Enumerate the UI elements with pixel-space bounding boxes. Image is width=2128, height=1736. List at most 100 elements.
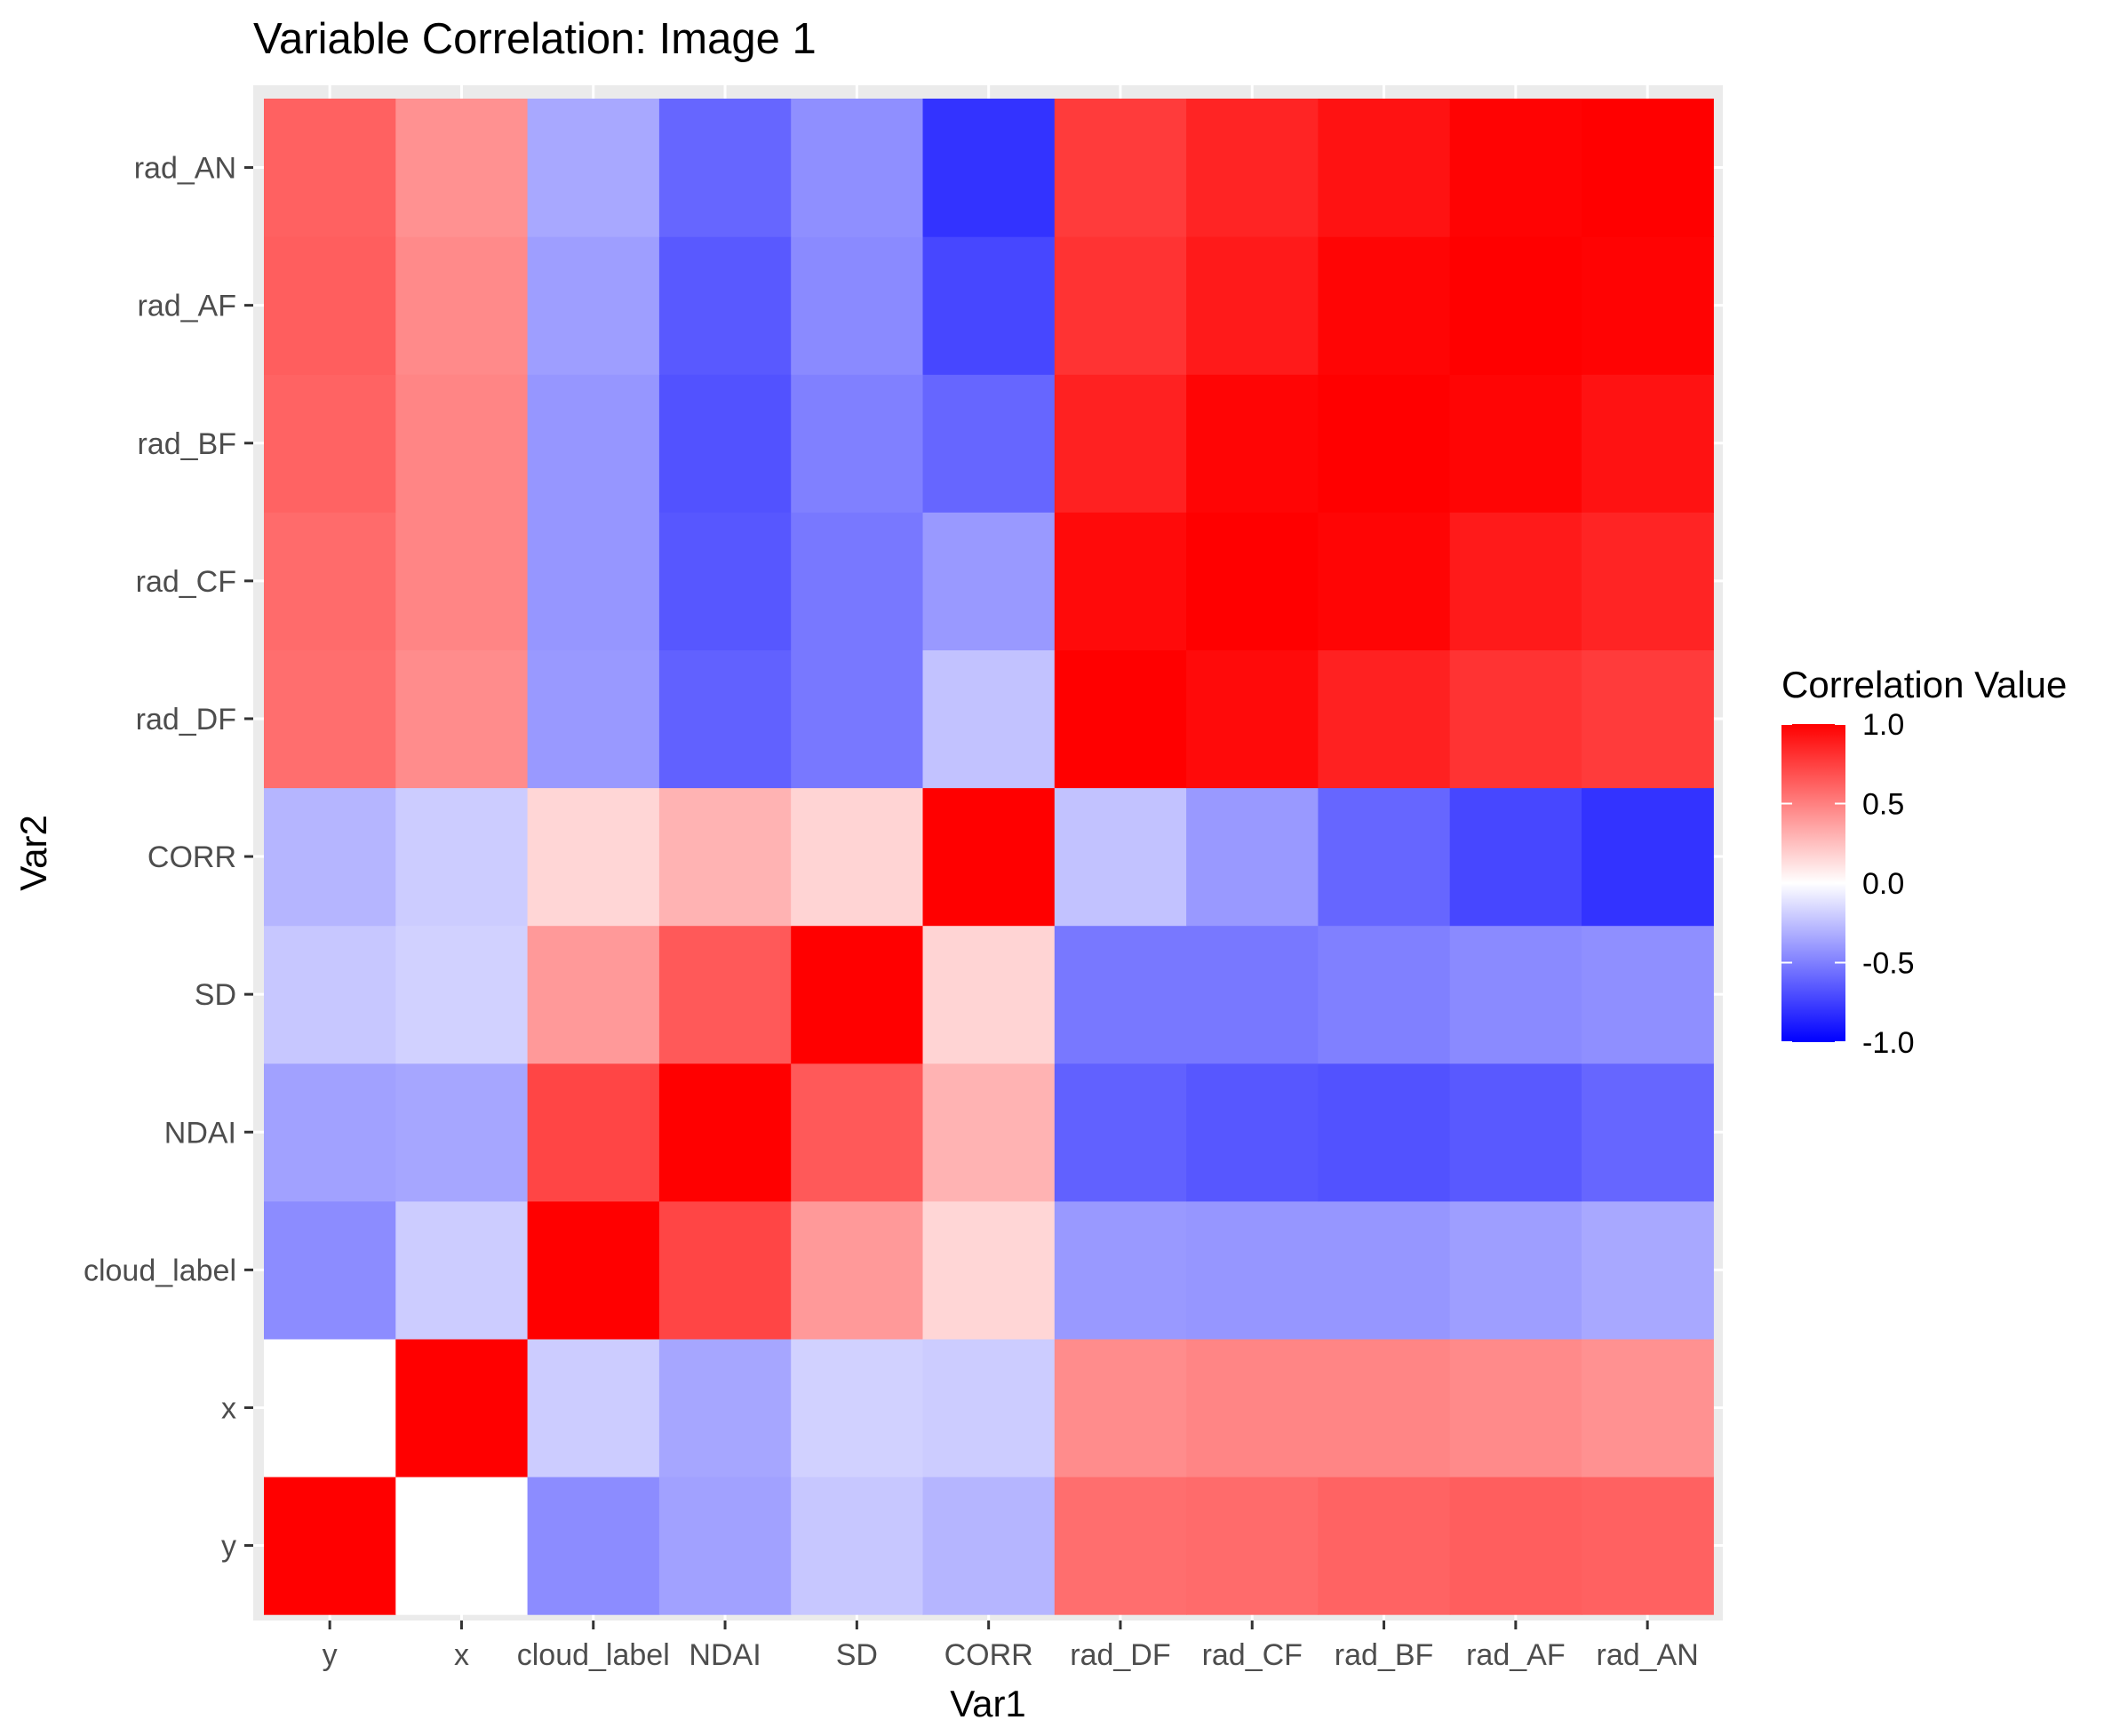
heatmap-cell: [395, 1063, 529, 1202]
heatmap-cell: [527, 925, 660, 1064]
heatmap-cell: [395, 236, 529, 375]
heatmap-cell: [1054, 649, 1187, 789]
heatmap-cell: [1449, 1200, 1582, 1340]
y-tick-label: rad_BF: [138, 427, 237, 461]
legend-label: 0.0: [1862, 867, 1904, 901]
heatmap-cell: [791, 99, 924, 237]
heatmap-cell: [1449, 1338, 1582, 1477]
heatmap-cell: [1318, 787, 1451, 927]
heatmap-cell: [1582, 1477, 1714, 1615]
y-tick-label: x: [221, 1391, 236, 1425]
heatmap-cell: [1582, 649, 1714, 789]
heatmap-cell: [1186, 512, 1319, 650]
heatmap-cell: [1054, 787, 1187, 927]
x-axis-title: Var1: [950, 1683, 1026, 1724]
heatmap-cell: [658, 512, 792, 650]
heatmap-cell: [658, 1200, 792, 1340]
heatmap-cell: [1582, 787, 1714, 927]
heatmap-cell: [791, 236, 924, 375]
heatmap-cell: [1186, 1200, 1319, 1340]
heatmap-cell: [791, 1477, 924, 1615]
heatmap-cell: [1054, 99, 1187, 237]
heatmap-cell: [1318, 649, 1451, 789]
heatmap-cell: [1449, 649, 1582, 789]
x-tick-label: x: [454, 1638, 469, 1672]
heatmap-cell: [922, 374, 1056, 513]
heatmap-cell: [658, 99, 792, 237]
heatmap-cell: [1318, 925, 1451, 1064]
heatmap-cell: [395, 1200, 529, 1340]
heatmap-cell: [264, 374, 396, 513]
heatmap-cell: [922, 649, 1056, 789]
y-tick-label: SD: [195, 978, 236, 1012]
heatmap-cell: [1582, 374, 1714, 513]
heatmap-cell: [1582, 1200, 1714, 1340]
heatmap-cell: [527, 236, 660, 375]
heatmap-cell: [264, 925, 396, 1064]
x-tick-label: SD: [836, 1638, 878, 1672]
heatmap-cell: [1318, 1063, 1451, 1202]
y-tick-label: CORR: [147, 840, 236, 874]
heatmap-cell: [1186, 99, 1319, 237]
heatmap-cell: [791, 1338, 924, 1477]
heatmap-cell: [264, 1063, 396, 1202]
heatmap-cell: [264, 787, 396, 927]
heatmap-cell: [1054, 1063, 1187, 1202]
heatmap-cell: [1449, 99, 1582, 237]
x-tick-label: y: [323, 1638, 338, 1672]
heatmap-cell: [1318, 1200, 1451, 1340]
heatmap-cell: [264, 649, 396, 789]
y-axis-title: Var2: [12, 815, 54, 891]
y-tick-label: rad_DF: [136, 703, 236, 737]
heatmap-cell: [922, 1338, 1056, 1477]
heatmap-cell: [658, 1477, 792, 1615]
heatmap-cell: [922, 1200, 1056, 1340]
heatmap-cell: [1318, 1338, 1451, 1477]
heatmap-cell: [791, 649, 924, 789]
heatmap-cell: [1186, 787, 1319, 927]
heatmap-cell: [922, 512, 1056, 650]
heatmap-cell: [527, 512, 660, 650]
y-tick-label: rad_AN: [134, 152, 236, 186]
heatmap-cell: [658, 1063, 792, 1202]
heatmap-cell: [791, 512, 924, 650]
heatmap-cell: [395, 649, 529, 789]
heatmap-cell: [1318, 99, 1451, 237]
heatmap-cell: [1186, 1063, 1319, 1202]
heatmap-cell: [1186, 374, 1319, 513]
heatmap-cell: [1318, 1477, 1451, 1615]
legend-label: -1.0: [1862, 1026, 1915, 1060]
heatmap-cell: [264, 1338, 396, 1477]
heatmap-cell: [1318, 512, 1451, 650]
heatmap-cell: [1582, 236, 1714, 375]
heatmap-cell: [527, 374, 660, 513]
x-tick-label: rad_AF: [1466, 1638, 1566, 1672]
heatmap-cell: [1449, 236, 1582, 375]
y-tick-label: rad_AF: [138, 290, 237, 323]
heatmap-cell: [1449, 787, 1582, 927]
heatmap-cell: [395, 1338, 529, 1477]
heatmap-cell: [791, 1200, 924, 1340]
heatmap-cell: [658, 649, 792, 789]
heatmap-cell: [527, 1063, 660, 1202]
heatmap-cell: [658, 925, 792, 1064]
heatmap-cell: [1186, 1338, 1319, 1477]
heatmap-cell: [1449, 512, 1582, 650]
heatmap-cell: [658, 787, 792, 927]
heatmap-cell: [1054, 1338, 1187, 1477]
heatmap-cell: [1318, 374, 1451, 513]
heatmap-cell: [395, 787, 529, 927]
heatmap-cell: [791, 925, 924, 1064]
heatmap-cell: [791, 374, 924, 513]
heatmap-cell: [1582, 512, 1714, 650]
y-tick-label: cloud_label: [84, 1254, 236, 1287]
heatmap-cells: [264, 99, 1714, 1615]
heatmap-cell: [1318, 236, 1451, 375]
heatmap-cell: [264, 1200, 396, 1340]
heatmap-cell: [658, 1338, 792, 1477]
heatmap-cell: [1054, 1200, 1187, 1340]
heatmap-cell: [527, 1338, 660, 1477]
heatmap-cell: [1054, 1477, 1187, 1615]
y-axis-ticks: y x cloud_label NDAI SD CORR rad_DF rad_CF rad_B…: [84, 152, 253, 1564]
